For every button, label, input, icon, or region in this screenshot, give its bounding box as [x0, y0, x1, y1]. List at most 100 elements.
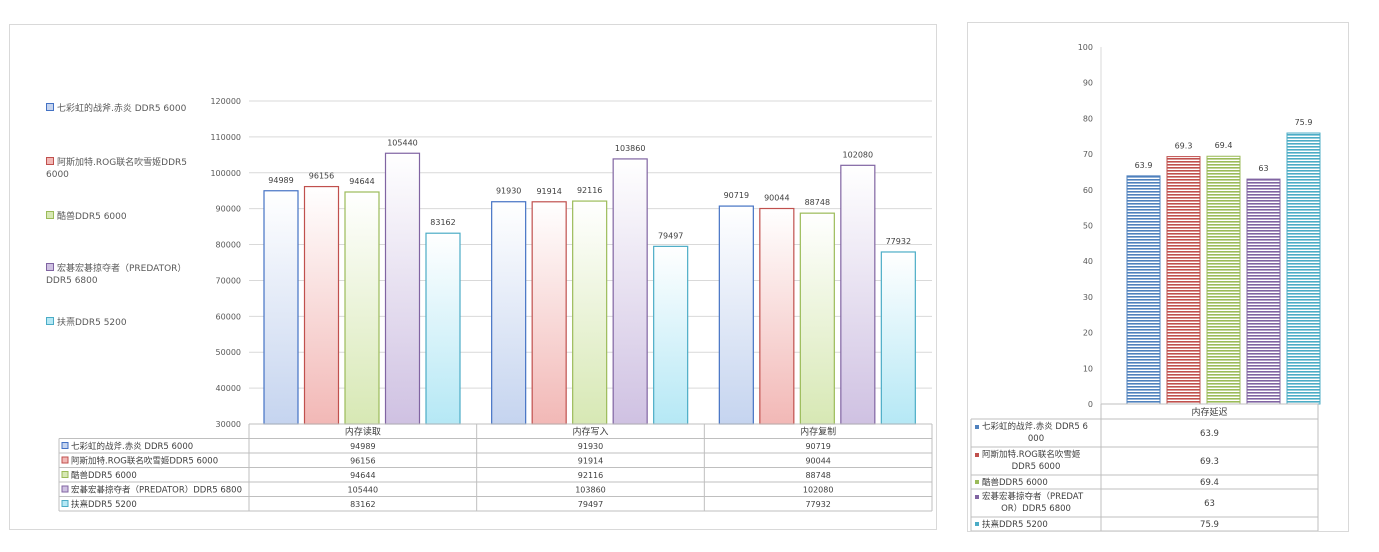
y-tick-label: 80000 — [216, 241, 241, 250]
bar — [718, 205, 754, 425]
table-legend-key — [975, 453, 979, 457]
data-label: 77932 — [886, 237, 911, 246]
data-label: 92116 — [577, 186, 602, 195]
legend-item: 阿斯加特.ROG联名吹雪姬DDR5 6000 — [46, 157, 206, 181]
table-row-label: 扶熹DDR5 5200 — [982, 519, 1048, 530]
legend-label: 扶熹DDR5 5200 — [57, 318, 127, 328]
table-row-label: 阿斯加特.ROG联名吹雪姬DDR5 6000 — [71, 456, 218, 467]
y-tick-label: 80 — [1083, 114, 1093, 123]
data-label: 88748 — [805, 198, 830, 207]
legend-label: 七彩虹的战斧.赤炎 DDR5 6000 — [57, 104, 187, 114]
latency-chart-panel: 0 10 20 30 40 50 60 70 80 90 100 63.9 69.3 69.4 63 75.9… — [967, 22, 1349, 532]
data-label: 96156 — [309, 172, 334, 181]
data-label: 102080 — [843, 150, 874, 159]
y-tick-label: 30 — [1083, 293, 1093, 302]
table-cell: 91914 — [578, 457, 603, 466]
table-row-label: 七彩虹的战斧.赤炎 DDR5 6000 — [71, 441, 193, 452]
legend-label: 阿斯加特.ROG联名吹雪姬DDR5 6000 — [46, 158, 188, 180]
bar — [1166, 156, 1201, 405]
table-legend-key — [61, 485, 69, 493]
legend-item: 七彩虹的战斧.赤炎 DDR5 6000 — [46, 103, 206, 115]
table-cell: 75.9 — [1200, 520, 1219, 530]
data-label: 91914 — [536, 187, 561, 196]
data-label: 79497 — [658, 231, 683, 240]
data-label: 75.9 — [1295, 118, 1313, 127]
bar — [303, 185, 340, 425]
bar — [531, 201, 567, 425]
bar — [653, 245, 689, 425]
table-cell: 105440 — [348, 486, 379, 495]
table-cell: 63 — [1204, 499, 1215, 509]
y-tick-label: 110000 — [210, 133, 241, 142]
table-cell: 69.3 — [1200, 457, 1219, 467]
table-cell: 94644 — [350, 471, 375, 480]
table-cell: 63.9 — [1200, 429, 1219, 439]
data-label: 69.3 — [1175, 142, 1193, 151]
table-cell: 77932 — [805, 500, 830, 509]
x-category-label: 内存延迟 — [1191, 406, 1227, 418]
latency-bar-chart: 0 10 20 30 40 50 60 70 80 90 100 63.9 69.3 69.4 63 75.9… — [970, 43, 1321, 532]
legend-swatch — [46, 157, 54, 165]
y-tick-label: 50000 — [216, 348, 241, 357]
table-cell: 92116 — [578, 471, 603, 480]
table-legend-key — [61, 471, 69, 478]
bar — [612, 158, 648, 425]
table-legend-key — [975, 480, 979, 484]
y-tick-label: 100000 — [210, 169, 241, 178]
table-row-label: 扶熹DDR5 5200 — [71, 499, 137, 510]
table-row-label: 酷兽DDR5 6000 — [71, 470, 137, 481]
table-cell: 90719 — [805, 442, 830, 451]
data-label: 69.4 — [1215, 141, 1233, 150]
table-cell: 79497 — [578, 500, 603, 509]
table-cell: 102080 — [803, 486, 834, 495]
data-label: 105440 — [387, 138, 418, 147]
bar — [1126, 175, 1161, 405]
y-tick-label: 50 — [1083, 222, 1093, 231]
table-cell: 83162 — [350, 500, 375, 509]
table-legend-key — [975, 495, 979, 499]
y-tick-label: 10 — [1083, 364, 1093, 373]
table-cell: 91930 — [578, 442, 603, 451]
bar — [1286, 132, 1321, 405]
bandwidth-chart-panel: 七彩虹的战斧.赤炎 DDR5 6000 阿斯加特.ROG联名吹雪姬DDR5 60… — [9, 24, 937, 530]
bar — [759, 207, 795, 425]
y-tick-label: 100 — [1078, 43, 1093, 52]
table-cell: 94989 — [350, 442, 375, 451]
data-label: 94644 — [349, 177, 374, 186]
y-tick-label: 60 — [1083, 186, 1093, 195]
y-tick-label: 40000 — [216, 384, 241, 393]
data-label: 63 — [1258, 164, 1268, 173]
data-label: 90719 — [724, 191, 749, 200]
bar — [572, 200, 608, 425]
legend-item: 扶熹DDR5 5200 — [46, 317, 206, 329]
y-tick-label: 30000 — [216, 420, 241, 429]
y-tick-label: 40 — [1083, 257, 1093, 266]
bar — [840, 164, 876, 425]
legend-swatch — [46, 317, 54, 325]
y-tick-label: 90000 — [216, 205, 241, 214]
table-row-label: 宏碁宏碁掠夺者（PREDATOR）DDR5 6800 — [71, 485, 242, 496]
y-tick-label: 60000 — [216, 312, 241, 321]
data-label: 83162 — [430, 218, 455, 227]
y-tick-label: 70000 — [216, 276, 241, 285]
bar — [425, 232, 461, 425]
legend-swatch — [46, 103, 54, 111]
y-tick-label: 90 — [1083, 79, 1093, 88]
table-cell: 90044 — [805, 457, 830, 466]
table-legend-key — [61, 442, 69, 449]
data-label: 94989 — [268, 176, 293, 185]
bar — [263, 190, 299, 425]
table-legend-key — [975, 522, 979, 526]
bar — [491, 201, 527, 425]
data-label: 103860 — [615, 144, 646, 153]
bar — [799, 212, 835, 425]
x-category-label: 内存写入 — [572, 426, 608, 438]
legend-label: 宏碁宏碁掠夺者（PREDATOR）DDR5 6800 — [46, 264, 187, 286]
legend-label: 酷兽DDR5 6000 — [57, 212, 127, 222]
table-cell: 69.4 — [1200, 478, 1219, 488]
legend-item: 宏碁宏碁掠夺者（PREDATOR）DDR5 6800 — [46, 263, 206, 287]
table-cell: 96156 — [350, 457, 375, 466]
